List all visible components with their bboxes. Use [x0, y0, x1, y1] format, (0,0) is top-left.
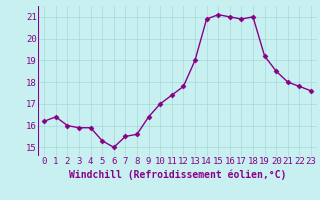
X-axis label: Windchill (Refroidissement éolien,°C): Windchill (Refroidissement éolien,°C)	[69, 169, 286, 180]
